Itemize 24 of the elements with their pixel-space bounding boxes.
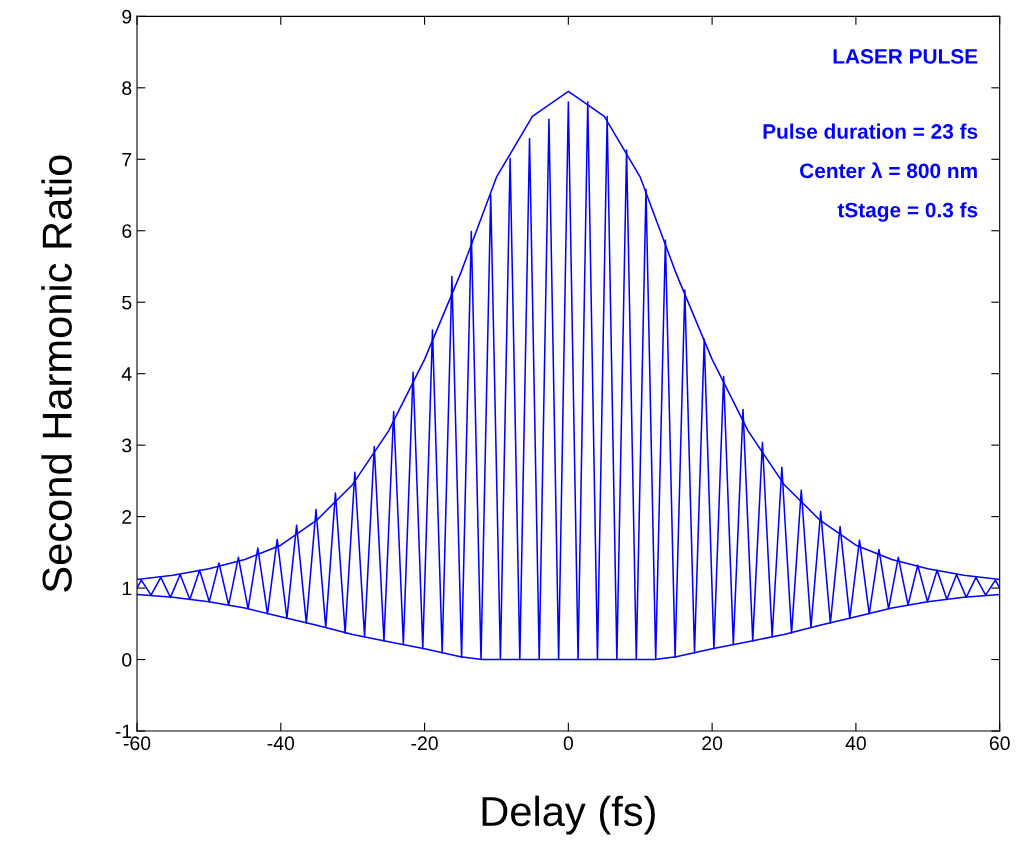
annotation: Pulse duration = 23 fs xyxy=(763,123,978,139)
y-tick-label: 1 xyxy=(122,581,132,596)
x-tick-label: -40 xyxy=(267,736,295,751)
y-tick-label: 7 xyxy=(122,152,132,167)
x-tick-label: -60 xyxy=(123,736,151,751)
x-tick-label: -20 xyxy=(411,736,438,751)
y-tick-label: 6 xyxy=(122,224,132,238)
x-tick-label: 40 xyxy=(845,736,866,751)
y-tick-label: 9 xyxy=(122,9,132,24)
y-tick-label: 4 xyxy=(121,367,132,381)
y-tick-label: 8 xyxy=(122,81,132,96)
y-tick-label: -1 xyxy=(115,724,132,739)
x-tick-label: 60 xyxy=(989,736,1010,751)
x-tick-label: 20 xyxy=(702,736,723,751)
y-tick-label: 3 xyxy=(122,438,132,453)
annotation: LASER PULSE xyxy=(833,49,978,64)
y-tick-label: 0 xyxy=(122,652,132,667)
annotation: Center λ = 800 nm xyxy=(800,162,977,179)
y-tick-label: 5 xyxy=(122,295,132,310)
y-axis-title: Second Harmonic Ratio xyxy=(41,155,72,592)
annotation: tStage = 0.3 fs xyxy=(837,202,978,222)
x-tick-label: 0 xyxy=(563,736,573,751)
y-tick-label: 2 xyxy=(122,510,132,524)
x-axis-title: Delay (fs) xyxy=(482,795,655,835)
